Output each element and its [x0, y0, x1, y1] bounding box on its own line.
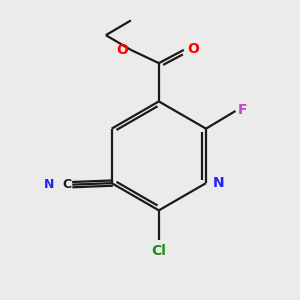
Text: O: O	[116, 43, 128, 57]
Text: F: F	[238, 103, 247, 117]
Text: Cl: Cl	[152, 244, 166, 258]
Text: C: C	[63, 178, 72, 190]
Text: N: N	[212, 176, 224, 190]
Text: O: O	[187, 42, 199, 56]
Text: N: N	[44, 178, 54, 190]
